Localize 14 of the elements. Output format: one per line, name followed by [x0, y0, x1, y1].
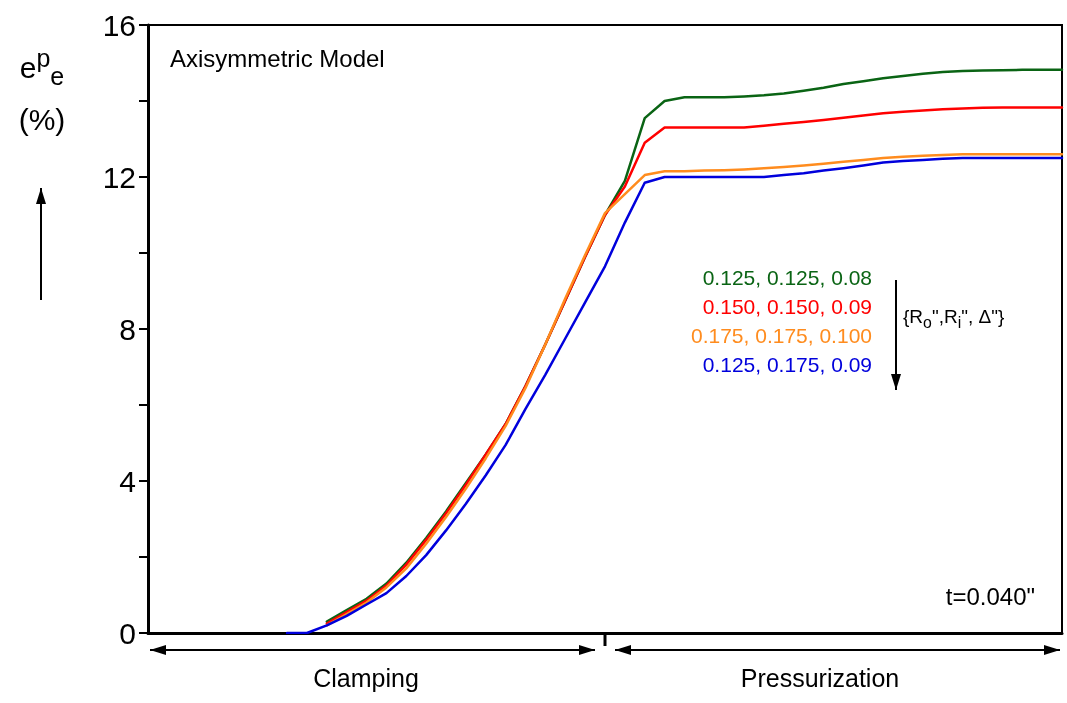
text: 0.125, 0.175, 0.09	[702, 353, 872, 376]
y-tick-label: 4	[119, 464, 136, 498]
text: 0.125, 0.125, 0.08	[702, 266, 872, 289]
annotation: t=0.040"	[945, 583, 1035, 611]
text: Clamping	[313, 664, 419, 693]
annotation: {R$_{o}$",R$_{i}$", Δ"}	[903, 306, 1005, 332]
y-tick-label: 16	[102, 8, 136, 42]
y-tick-label: 8	[119, 312, 136, 346]
annotation: Axisymmetric Model	[170, 45, 385, 73]
y-tick-label: 12	[102, 160, 136, 194]
text: Pressurization	[740, 664, 900, 693]
text: 0.150, 0.150, 0.09	[702, 295, 872, 318]
y-tick-label: 0	[119, 616, 136, 650]
text: 0.175, 0.175, 0.100	[691, 324, 872, 347]
